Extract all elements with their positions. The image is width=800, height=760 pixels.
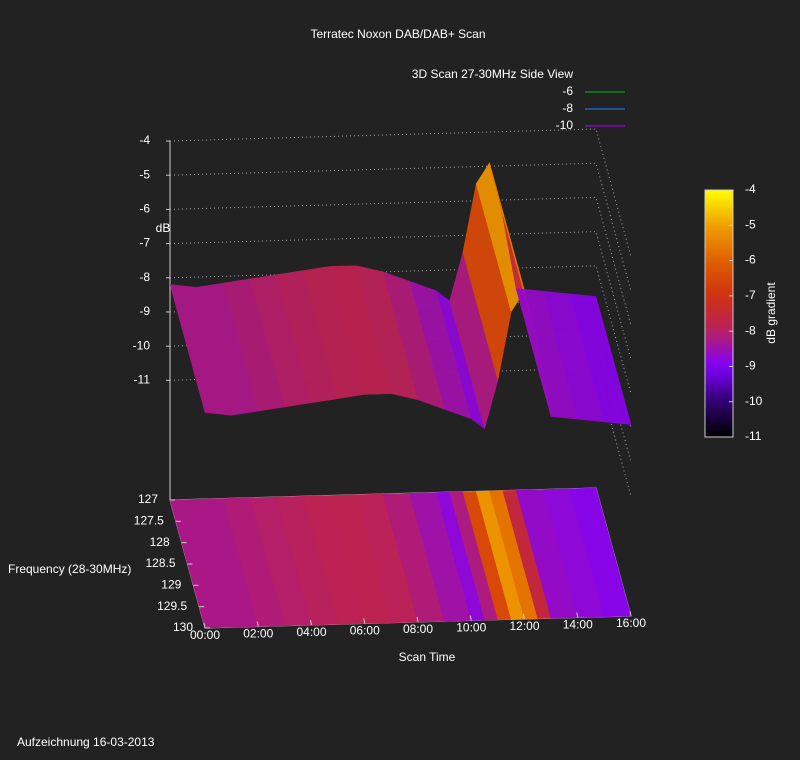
x-tick: [256, 621, 259, 627]
colorbar-tick-label: -4: [745, 182, 756, 196]
legend-label: -6: [562, 84, 573, 98]
colorbar-tick-label: -8: [745, 323, 756, 337]
x-tick: [469, 615, 472, 621]
x-tick: [416, 616, 419, 623]
x-tick-label: 08:00: [403, 622, 433, 636]
colorbar-tick-label: -6: [745, 253, 756, 267]
subtitle: 3D Scan 27-30MHz Side View: [412, 67, 574, 81]
legend-label: -10: [556, 118, 574, 132]
x-tick: [363, 618, 366, 624]
y-tick-label: 129: [161, 578, 181, 592]
colorbar-tick-label: -11: [745, 429, 762, 443]
x-tick-label: 06:00: [350, 624, 380, 638]
x-tick-label: 12:00: [509, 619, 539, 633]
x-axis-label: Scan Time: [399, 650, 456, 664]
colorbar-tick-label: -5: [745, 217, 756, 231]
colorbar-tick-label: -9: [745, 359, 756, 373]
legend-label: -8: [562, 101, 573, 115]
y-axis-label: Frequency (28-30MHz): [8, 562, 131, 576]
surface-cell: [569, 293, 632, 425]
y-tick-label: 127: [138, 492, 158, 506]
z-axis-label: dB: [156, 221, 171, 235]
z-tick-label: -8: [139, 270, 150, 284]
x-tick: [629, 610, 632, 617]
y-tick-label: 127.5: [134, 514, 164, 528]
y-tick-label: 130: [173, 620, 193, 634]
x-tick-label: 10:00: [456, 621, 486, 635]
x-tick: [203, 622, 206, 629]
x-tick-label: 16:00: [616, 616, 646, 630]
z-tick-label: -7: [139, 236, 150, 250]
x-tick-label: 00:00: [190, 628, 220, 642]
z-tick-label: -9: [139, 304, 150, 318]
x-tick-label: 14:00: [563, 618, 593, 632]
z-tick-label: -6: [139, 202, 150, 216]
colorbar-tick-label: -7: [745, 288, 756, 302]
z-tick-label: -4: [139, 133, 150, 147]
x-tick: [523, 613, 525, 620]
y-tick-label: 129.5: [157, 599, 187, 613]
colorbar-tick-label: -10: [745, 394, 763, 408]
colorbar-label: dB gradient: [764, 282, 778, 344]
footer: Aufzeichnung 16-03-2013: [17, 735, 155, 749]
y-tick-label: 128.5: [145, 556, 175, 570]
chart-title: Terratec Noxon DAB/DAB+ Scan: [310, 27, 485, 41]
z-tick-label: -11: [134, 373, 151, 387]
x-tick: [576, 612, 579, 618]
z-tick-label: -5: [139, 167, 150, 181]
z-tick-label: -10: [133, 338, 151, 352]
x-tick-label: 02:00: [243, 627, 273, 641]
x-tick-label: 04:00: [296, 625, 326, 639]
x-tick: [310, 619, 312, 626]
y-tick-label: 128: [150, 535, 170, 549]
colorbar: [704, 189, 734, 438]
